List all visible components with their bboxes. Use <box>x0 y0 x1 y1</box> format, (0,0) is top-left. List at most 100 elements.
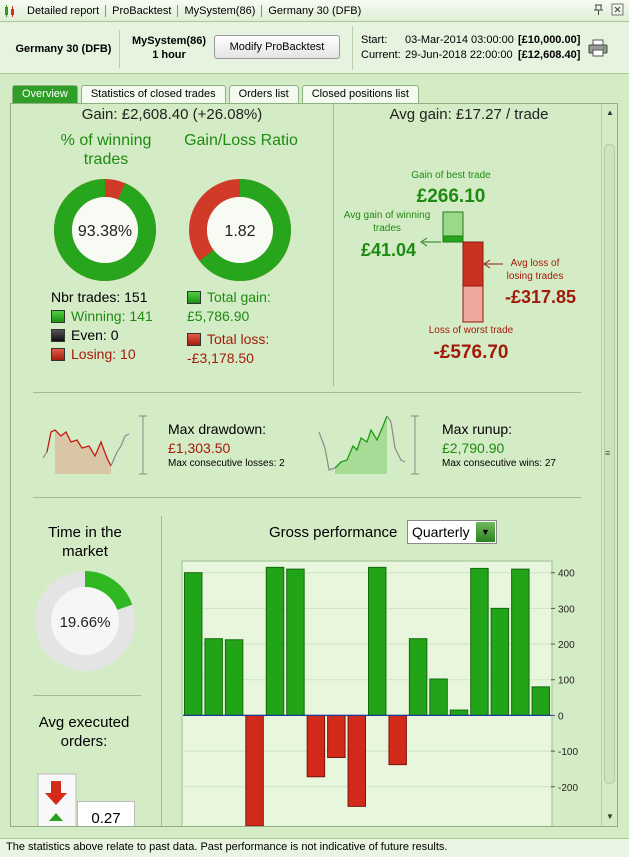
chart-bars <box>183 566 551 826</box>
max-runup-value: £2,790.90 <box>442 440 505 456</box>
avg-gain-title: Avg gain: £17.27 / trade <box>389 106 549 123</box>
trade-counts: Nbr trades: 151 Winning: 141 Even: 0 Los… <box>51 288 153 364</box>
date-range: Start: 03-Mar-2014 03:00:00 [£10,000.00]… <box>361 33 580 63</box>
performance-bar-16 <box>490 607 510 716</box>
total-loss-swatch <box>187 333 201 346</box>
max-drawdown-title: Max drawdown: <box>168 421 267 437</box>
performance-bar-4 <box>245 714 264 826</box>
scroll-up-icon[interactable]: ▲ <box>606 108 614 117</box>
performance-bar-13 <box>429 678 448 716</box>
period-select[interactable]: Quarterly ▼ <box>407 520 497 544</box>
performance-bar-3 <box>224 639 244 716</box>
time-in-market-text: 19.66% <box>60 614 111 631</box>
y-tick-label: -200 <box>558 783 578 794</box>
gain-text: Gain: £2,608.40 (+26.08%) <box>81 106 263 123</box>
system-info: MySystem(86) 1 hour <box>124 30 214 68</box>
time-in-market-donut: 19.66% <box>35 571 135 671</box>
report-tabs: Overview Statistics of closed trades Ord… <box>12 85 419 104</box>
avg-executed-orders-title: Avg executed orders: <box>38 714 130 750</box>
close-icon[interactable] <box>610 3 625 18</box>
total-gain-swatch <box>187 291 201 304</box>
performance-bar-14 <box>449 709 469 716</box>
tab-orders-list[interactable]: Orders list <box>228 85 299 103</box>
pin-icon[interactable] <box>591 3 606 18</box>
avg-win-label: Avg gain of winning trades <box>343 210 431 234</box>
gainloss-ratio-title: Gain/Loss Ratio <box>184 132 298 149</box>
winning-donut: 93.38% <box>54 179 156 281</box>
timeframe: 1 hour <box>152 49 186 61</box>
header-divider <box>352 26 353 70</box>
y-tick-label: 300 <box>558 604 575 615</box>
current-capital: [£12,608.40] <box>518 49 581 61</box>
total-loss-value: -£3,178.50 <box>187 350 254 366</box>
breadcrumb-instrument[interactable]: Germany 30 (DFB) <box>268 4 362 17</box>
performance-bar-9 <box>347 714 367 807</box>
left-divider <box>33 695 141 696</box>
vertical-scrollbar[interactable]: ▲ ≡ ▼ <box>601 104 617 826</box>
time-in-market-arc <box>35 571 135 671</box>
performance-bar-15 <box>470 567 489 716</box>
avg-executed-orders-value: 0.27 <box>77 801 135 826</box>
performance-bar-6 <box>286 568 305 716</box>
gainloss-value-text: 1.82 <box>224 223 255 240</box>
y-tick-label: 0 <box>558 711 564 722</box>
tab-closed-positions-list[interactable]: Closed positions list <box>301 85 419 103</box>
bottom-divider <box>161 516 162 826</box>
nbr-trades: Nbr trades: 151 <box>51 289 148 305</box>
performance-bar-5 <box>265 566 285 716</box>
tab-statistics-closed-trades[interactable]: Statistics of closed trades <box>80 85 226 103</box>
performance-bar-2 <box>204 638 223 716</box>
best-trade-label: Gain of best trade <box>411 170 491 181</box>
winning-pct-text: 93.38% <box>78 223 132 240</box>
scroll-grip-icon: ≡ <box>605 448 611 458</box>
worst-trade-label: Loss of worst trade <box>428 325 514 336</box>
breadcrumb-probacktest[interactable]: ProBacktest <box>106 4 179 17</box>
total-gain-value: £5,786.90 <box>187 308 250 324</box>
performance-bar-7 <box>306 714 326 778</box>
avg-loss-bar <box>462 241 484 287</box>
start-label: Start: <box>361 34 388 46</box>
max-runup-title: Max runup: <box>442 421 513 437</box>
avg-loss-label: Avg loss of losing trades <box>506 258 564 282</box>
section-divider-2 <box>33 497 581 498</box>
avg-win-bar <box>442 235 464 243</box>
chart-y-ticks: 400 300 200 100 0 -100 -200 <box>551 569 578 794</box>
print-icon[interactable] <box>588 39 608 57</box>
chevron-down-icon[interactable]: ▼ <box>476 522 495 542</box>
title-bar: Detailed report ProBacktest MySystem(86)… <box>0 0 629 22</box>
winning-count: Winning: 141 <box>71 308 153 324</box>
runup-chart-icon <box>318 415 419 475</box>
even-count: Even: 0 <box>71 327 119 343</box>
time-in-market-title: Time in the market <box>48 524 122 560</box>
y-tick-label: -100 <box>558 747 578 758</box>
section-divider-1 <box>33 392 581 393</box>
losing-count: Losing: 10 <box>71 346 136 362</box>
performance-bar-8 <box>327 714 346 759</box>
status-bar: The statistics above relate to past data… <box>0 838 629 857</box>
modify-probacktest-button[interactable]: Modify ProBacktest <box>214 35 340 59</box>
tab-overview[interactable]: Overview <box>12 85 78 103</box>
overview-panel: Gain: £2,608.40 (+26.08%) % of winning t… <box>10 103 618 827</box>
performance-bar-17 <box>511 568 530 716</box>
winning-trades-title: % of winning trades <box>60 132 152 168</box>
performance-bar-1 <box>184 572 203 716</box>
worst-trade-value: -£576.70 <box>433 342 509 363</box>
start-date: 03-Mar-2014 03:00:00 <box>405 34 514 46</box>
max-consecutive-losses: Max consecutive losses: 2 <box>168 458 285 469</box>
gross-performance-chart: 400 300 200 100 0 -100 -200 <box>181 560 578 826</box>
avg-win-value: £41.04 <box>361 240 417 260</box>
instrument-name: Germany 30 (DFB) <box>8 30 120 68</box>
scroll-thumb[interactable] <box>604 144 615 784</box>
current-date: 29-Jun-2018 22:00:00 <box>405 49 513 61</box>
start-capital: [£10,000.00] <box>518 34 581 46</box>
chart-app-icon <box>5 4 14 17</box>
gain-arc <box>189 179 291 281</box>
winning-arc <box>54 179 156 281</box>
y-tick-label: 400 <box>558 569 575 580</box>
section-divider <box>333 104 334 386</box>
gross-performance-title: Gross performance <box>269 524 398 541</box>
breadcrumb-detailed-report[interactable]: Detailed report <box>21 4 107 17</box>
scroll-down-icon[interactable]: ▼ <box>606 812 614 821</box>
total-loss-label: Total loss: <box>207 331 270 347</box>
breadcrumb-system[interactable]: MySystem(86) <box>178 4 263 17</box>
